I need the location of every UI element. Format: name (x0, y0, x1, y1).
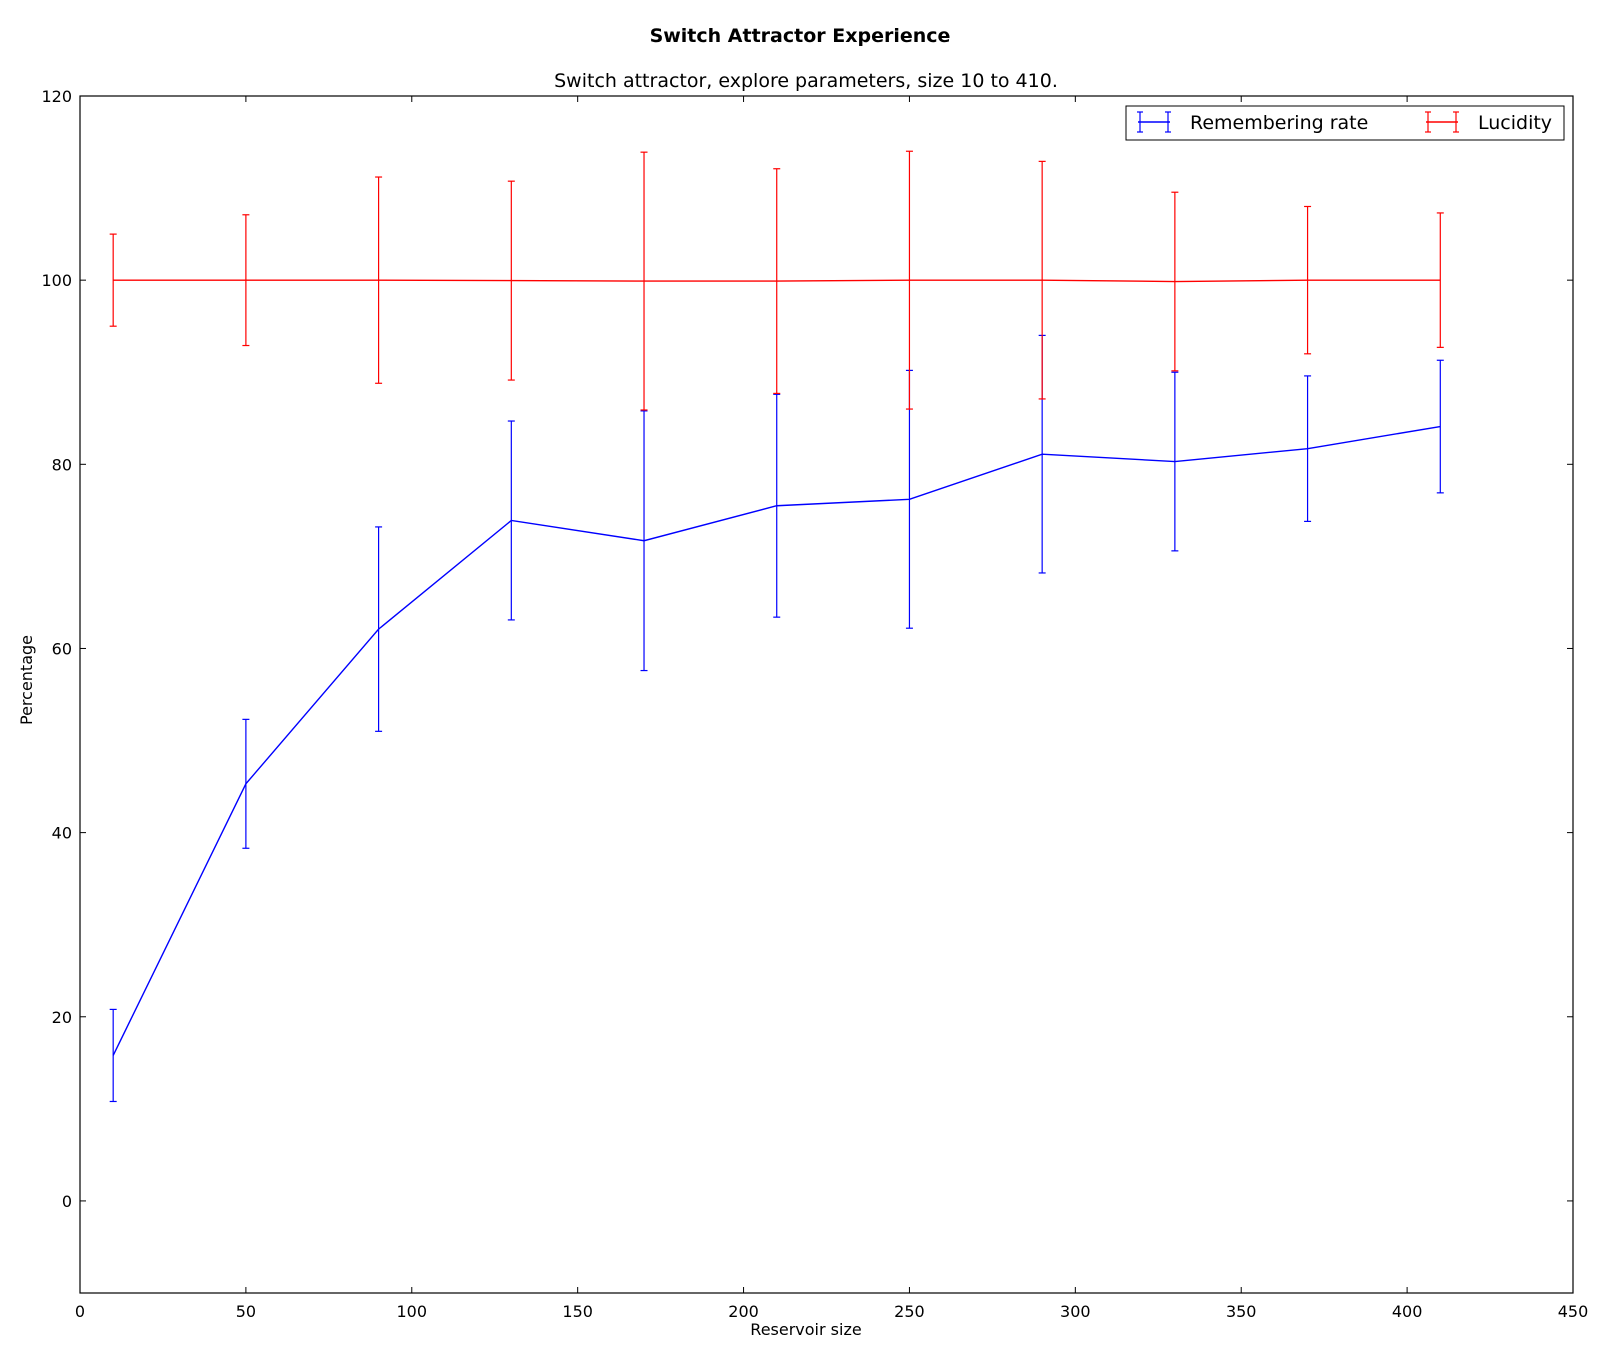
error-bar (1304, 205, 1312, 355)
error-bar (773, 393, 781, 618)
y-tick-label: 60 (52, 639, 72, 658)
plot-area: 0 50 100 150 200 250 300 350 400 450 0 20 40 60 80 100 1… (41, 87, 1588, 1321)
x-tick-label: 0 (75, 1302, 85, 1321)
legend-entry: Lucidity (1425, 111, 1552, 134)
series-lucidity (109, 150, 1444, 411)
legend-label: Remembering rate (1190, 112, 1368, 134)
error-bar (507, 420, 515, 621)
y-tick-label: 20 (52, 1008, 72, 1027)
error-bar (1171, 371, 1179, 552)
y-tick-label: 80 (52, 455, 72, 474)
legend: Remembering rate Lucidity (1125, 105, 1565, 141)
x-axis-label: Reservoir size (750, 1320, 861, 1339)
y-tick-label: 100 (41, 271, 72, 290)
chart-title: Switch attractor, explore parameters, si… (554, 70, 1058, 92)
axes-frame (79, 95, 1574, 1294)
x-tick-label: 350 (1226, 1302, 1257, 1321)
error-bar (242, 214, 250, 347)
error-bar (109, 233, 117, 327)
error-bar (773, 168, 781, 395)
error-bar (109, 1008, 117, 1103)
error-bar (1171, 191, 1179, 372)
x-tick-label: 300 (1060, 1302, 1091, 1321)
legend-box (1125, 105, 1565, 141)
legend-entry: Remembering rate (1137, 111, 1368, 134)
error-bar (640, 151, 648, 411)
chart-suptitle: Switch Attractor Experience (650, 25, 951, 47)
error-bar (507, 180, 515, 381)
error-bar (905, 150, 913, 410)
error-bar (1304, 375, 1312, 522)
y-tick-label: 40 (52, 824, 72, 843)
error-bar (640, 410, 648, 672)
y-axis-label: Percentage (17, 635, 36, 725)
x-tick-label: 400 (1392, 1302, 1423, 1321)
error-bar (242, 718, 250, 849)
legend-label: Lucidity (1478, 112, 1552, 134)
error-bar (375, 526, 383, 732)
x-tick-label: 200 (728, 1302, 759, 1321)
y-tick-label: 120 (41, 87, 72, 106)
error-bar (375, 176, 383, 384)
y-tick-label: 0 (62, 1192, 72, 1211)
error-bar (1436, 359, 1444, 494)
x-tick-label: 50 (236, 1302, 256, 1321)
error-bar (1038, 160, 1046, 400)
x-tick-label: 450 (1558, 1302, 1589, 1321)
x-tick-label: 150 (562, 1302, 593, 1321)
error-bar (1436, 212, 1444, 348)
x-tick-label: 100 (397, 1302, 428, 1321)
x-tick-label: 250 (894, 1302, 925, 1321)
